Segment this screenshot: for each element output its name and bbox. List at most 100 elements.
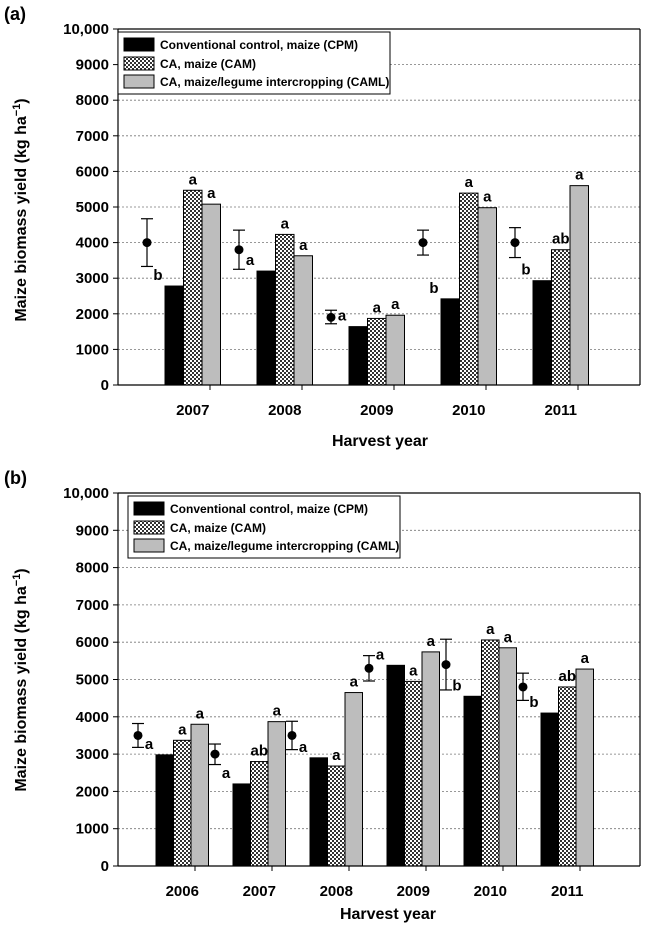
lsd-point: [364, 663, 374, 673]
significance-letter: a: [299, 739, 308, 756]
bar-caml: [385, 314, 405, 386]
significance-letter: a: [427, 633, 436, 650]
y-axis-label: Maize biomass yield (kg ha−1): [11, 98, 30, 321]
y-tick-label: 7000: [76, 597, 109, 614]
significance-letter: b: [521, 262, 530, 279]
x-tick-label: 2007: [176, 402, 209, 419]
bar-cpm: [386, 664, 405, 867]
lsd-point: [441, 660, 451, 670]
significance-letter: a: [145, 736, 154, 753]
significance-letter: a: [207, 185, 216, 202]
legend-swatch-cam: [123, 56, 155, 71]
panel-label: (b): [4, 468, 27, 488]
legend: Conventional control, maize (CPM) CA, ma…: [127, 495, 401, 559]
y-tick-label: 9000: [76, 522, 109, 539]
legend-box: [117, 31, 391, 95]
legend-swatch-caml: [123, 74, 155, 89]
bar-caml: [267, 721, 286, 867]
bar-cam: [481, 639, 500, 867]
lsd-point: [210, 749, 220, 759]
x-tick-label: 2009: [360, 402, 393, 419]
y-tick-label: 10,000: [63, 21, 109, 38]
significance-letter: a: [575, 167, 584, 184]
bar-caml: [293, 255, 313, 386]
bar-cpm: [309, 757, 328, 867]
lsd-point: [326, 312, 336, 322]
panel-label: (a): [4, 4, 26, 24]
y-tick-label: 0: [101, 858, 109, 875]
bar-caml: [201, 203, 221, 386]
x-tick-label: 2010: [474, 883, 507, 900]
significance-letter: a: [391, 296, 400, 313]
x-tick-label: 2007: [243, 883, 276, 900]
bar-cpm: [348, 326, 368, 386]
x-tick-label: 2009: [397, 883, 430, 900]
x-tick-label: 2008: [320, 883, 353, 900]
bar-cam: [558, 686, 577, 867]
y-tick-label: 2000: [76, 783, 109, 800]
significance-letter: a: [273, 703, 282, 720]
y-tick-label: 3000: [76, 270, 109, 287]
bar-caml: [575, 668, 594, 867]
y-tick-labels: 0 1000 2000 3000 4000 5000 6000 7000 8000 9000 10,…: [63, 485, 109, 875]
legend: Conventional control, maize (CPM) CA, ma…: [117, 31, 391, 95]
lsd-markers: [132, 638, 529, 766]
y-tick-label: 5000: [76, 199, 109, 216]
significance-letter: a: [483, 189, 492, 206]
bar-cpm: [232, 783, 251, 867]
bar-cam: [275, 233, 295, 386]
bar-cpm: [540, 712, 559, 867]
legend-label-cam: CA, maize (CAM): [160, 57, 256, 71]
significance-letter: a: [338, 308, 347, 325]
lsd-point: [234, 245, 244, 255]
x-tick-labels: 2007 2008 2009 2010 2011: [176, 402, 577, 419]
bar-cam: [173, 739, 192, 867]
bars: [155, 639, 594, 867]
bar-caml: [190, 723, 209, 867]
lsd-point: [287, 730, 297, 740]
x-axis-label: Harvest year: [340, 906, 436, 923]
legend-box: [127, 495, 401, 559]
significance-letter: a: [376, 646, 385, 663]
y-tick-label: 4000: [76, 709, 109, 726]
significance-letter: a: [409, 662, 418, 679]
significance-letter: a: [332, 747, 341, 764]
significance-letter: a: [178, 721, 187, 738]
significance-letter: a: [350, 674, 359, 691]
bar-cpm: [532, 280, 552, 386]
y-tick-label: 6000: [76, 634, 109, 651]
significance-letter: b: [529, 694, 538, 711]
legend-label-cam: CA, maize (CAM): [170, 521, 266, 535]
y-tick-label: 2000: [76, 306, 109, 323]
significance-letter: b: [452, 677, 461, 694]
bar-cpm: [164, 285, 184, 386]
significance-letter: a: [246, 252, 255, 269]
y-tick-label: 10,000: [63, 485, 109, 502]
x-tick-label: 2011: [551, 883, 584, 900]
legend-swatch-cpm: [133, 501, 165, 516]
x-tick-label: 2008: [268, 402, 301, 419]
significance-letter: a: [299, 237, 308, 254]
lsd-point: [133, 730, 143, 740]
y-tick-label: 1000: [76, 821, 109, 838]
y-tick-labels: 0 1000 2000 3000 4000 5000 6000 7000 8000 9000 10,…: [63, 21, 109, 394]
lsd-point: [510, 238, 520, 248]
lsd-markers: [141, 218, 521, 325]
bar-caml: [477, 207, 497, 386]
significance-letter: ab: [552, 231, 570, 248]
bar-cam: [183, 189, 203, 386]
x-tick-label: 2006: [166, 883, 199, 900]
bar-cam: [459, 192, 479, 386]
plot-frame: [113, 492, 641, 871]
bar-caml: [569, 185, 589, 386]
bar-cpm: [463, 695, 482, 867]
bar-cam: [551, 249, 571, 386]
significance-letter: a: [196, 705, 205, 722]
significance-letter: a: [581, 650, 590, 667]
bar-cam: [327, 765, 346, 867]
x-axis-label: Harvest year: [332, 433, 428, 450]
